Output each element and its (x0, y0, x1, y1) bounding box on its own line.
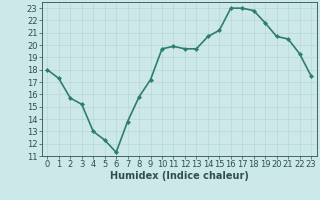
X-axis label: Humidex (Indice chaleur): Humidex (Indice chaleur) (110, 171, 249, 181)
